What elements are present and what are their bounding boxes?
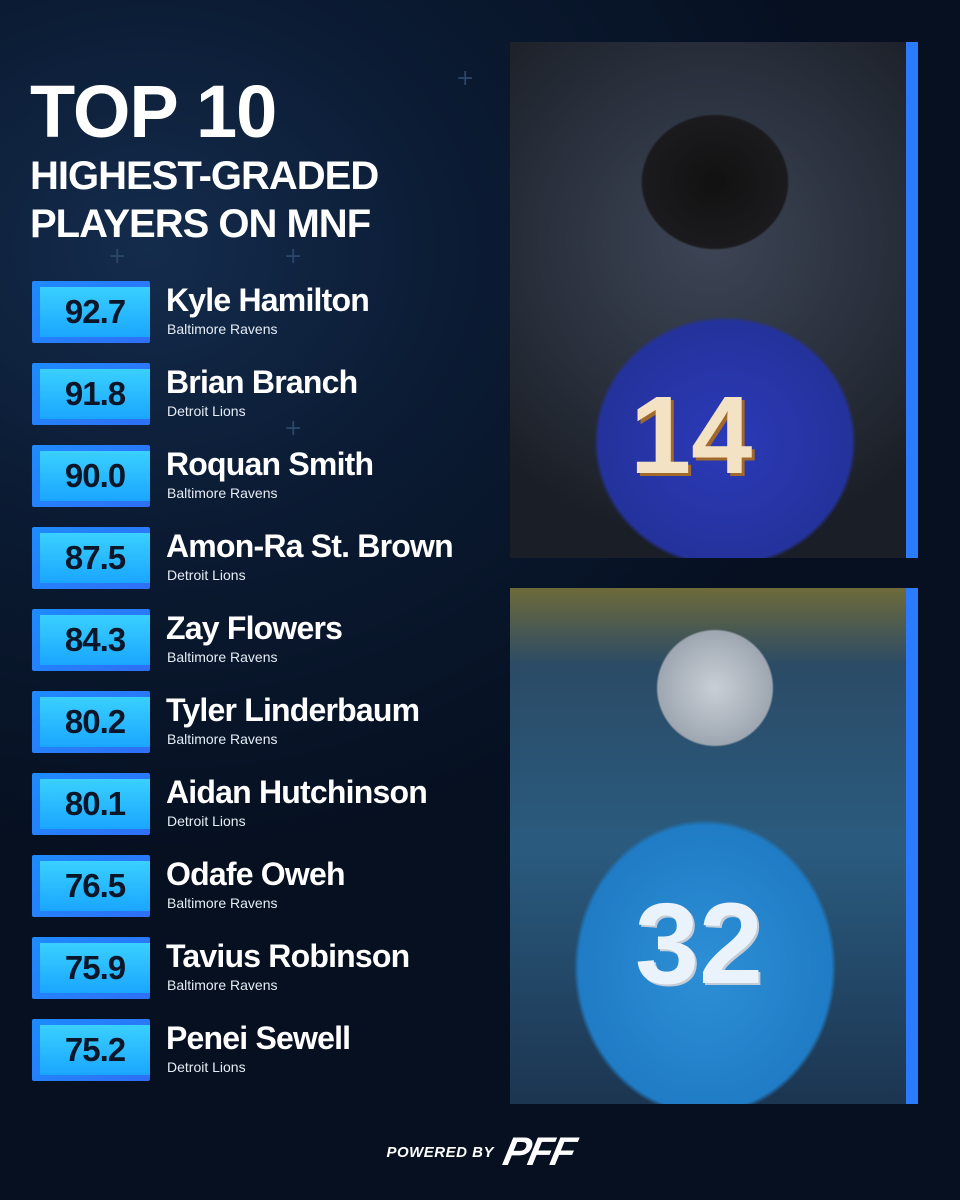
jersey-number: 14 [630,374,753,497]
player-team: Detroit Lions [167,1059,246,1075]
player-name: Odafe Oweh [166,856,346,892]
player-name: Kyle Hamilton [166,282,370,318]
grade-value: 90.0 [40,451,150,501]
player-team: Baltimore Ravens [167,321,278,337]
grade-badge: 75.9 [32,937,150,999]
player-row: 84.3 Zay Flowers Baltimore Ravens [32,609,502,671]
player-row: 87.5 Amon-Ra St. Brown Detroit Lions [32,527,502,589]
grade-value: 84.3 [40,615,150,665]
accent-bar [906,42,918,558]
grade-value: 92.7 [40,287,150,337]
player-row: 91.8 Brian Branch Detroit Lions [32,363,502,425]
grade-badge: 80.1 [32,773,150,835]
player-row: 75.2 Penei Sewell Detroit Lions [32,1019,502,1081]
grade-badge: 84.3 [32,609,150,671]
player-team: Detroit Lions [167,813,246,829]
player-name: Tavius Robinson [166,938,410,974]
pff-logo: PFF [499,1129,579,1174]
player-team: Detroit Lions [167,567,246,583]
plus-decoration-icon: + [284,416,303,441]
grade-badge: 92.7 [32,281,150,343]
grade-value: 91.8 [40,369,150,419]
plus-decoration-icon: + [108,244,127,269]
grade-badge: 90.0 [32,445,150,507]
player-team: Baltimore Ravens [167,649,278,665]
player-name: Penei Sewell [166,1020,351,1056]
player-row: 75.9 Tavius Robinson Baltimore Ravens [32,937,502,999]
grade-value: 80.2 [40,697,150,747]
player-name: Roquan Smith [166,446,374,482]
player-photo-ravens: 14 [510,42,906,558]
player-team: Baltimore Ravens [167,485,278,501]
player-name: Zay Flowers [166,610,343,646]
grade-badge: 80.2 [32,691,150,753]
footer: POWERED BY PFF [0,1130,960,1174]
grade-value: 75.2 [40,1025,150,1075]
player-row: 90.0 Roquan Smith Baltimore Ravens [32,445,502,507]
player-row: 80.1 Aidan Hutchinson Detroit Lions [32,773,502,835]
powered-by-text: POWERED BY [386,1143,494,1161]
player-team: Baltimore Ravens [167,977,278,993]
grade-value: 80.1 [40,779,150,829]
accent-bar [906,588,918,1104]
plus-decoration-icon: + [456,66,475,91]
grade-value: 87.5 [40,533,150,583]
player-team: Detroit Lions [167,403,246,419]
player-name: Amon-Ra St. Brown [166,528,454,564]
player-name: Tyler Linderbaum [166,692,420,728]
grade-value: 75.9 [40,943,150,993]
grade-badge: 76.5 [32,855,150,917]
player-photo-lions: 32 [510,588,906,1104]
player-name: Brian Branch [166,364,358,400]
player-team: Baltimore Ravens [167,731,278,747]
grade-badge: 87.5 [32,527,150,589]
player-team: Baltimore Ravens [167,895,278,911]
plus-decoration-icon: + [284,244,303,269]
player-row: 76.5 Odafe Oweh Baltimore Ravens [32,855,502,917]
grade-badge: 75.2 [32,1019,150,1081]
title-line-3: PLAYERS ON MNF [30,202,371,246]
title-line-2: HIGHEST-GRADED [30,154,379,198]
player-name: Aidan Hutchinson [166,774,428,810]
grade-badge: 91.8 [32,363,150,425]
title-line-1: TOP 10 [30,70,277,153]
grade-value: 76.5 [40,861,150,911]
player-row: 92.7 Kyle Hamilton Baltimore Ravens [32,281,502,343]
player-row: 80.2 Tyler Linderbaum Baltimore Ravens [32,691,502,753]
jersey-number: 32 [635,880,763,1008]
